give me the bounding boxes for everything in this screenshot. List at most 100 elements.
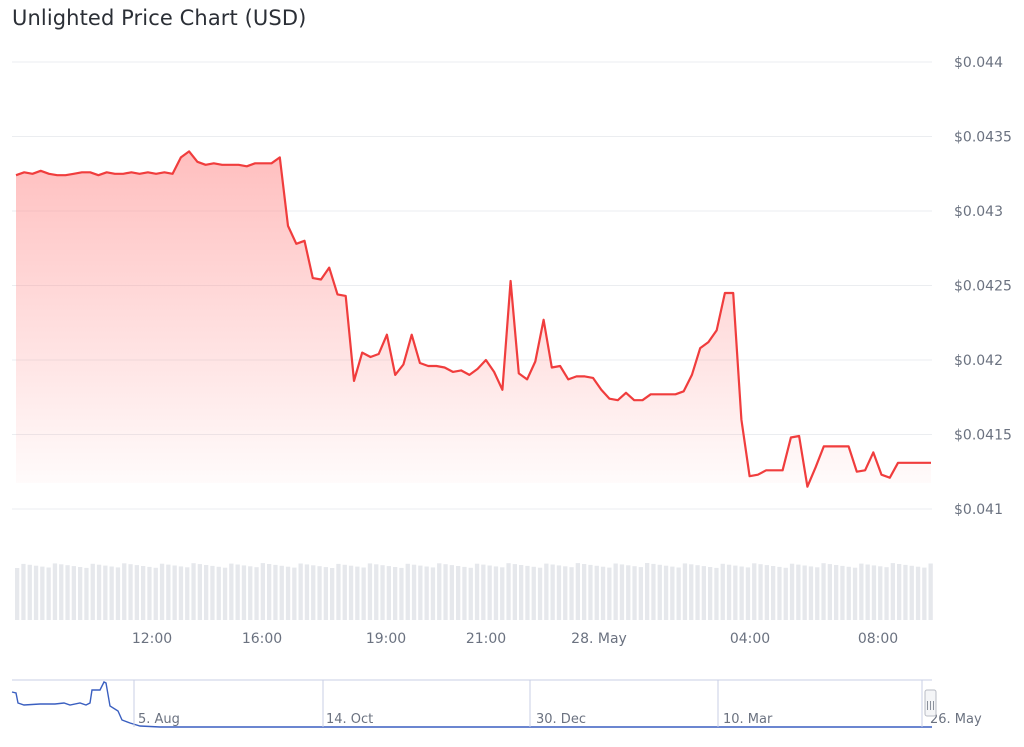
volume-bar — [506, 563, 511, 620]
volume-bar — [248, 566, 253, 620]
volume-bar — [588, 564, 593, 620]
volume-bar — [500, 567, 505, 620]
volume-bar — [46, 567, 51, 620]
x-tick-label: 19:00 — [366, 631, 406, 647]
volume-bar — [437, 563, 442, 620]
volume-bar — [393, 567, 398, 620]
x-tick-label: 16:00 — [242, 631, 282, 647]
volume-bar — [399, 567, 404, 620]
volume-bar — [752, 563, 757, 620]
volume-bar — [241, 565, 247, 620]
volume-bar — [739, 566, 744, 620]
volume-bar — [71, 566, 76, 620]
volume-bar — [330, 568, 335, 620]
volume-bar — [361, 567, 366, 620]
volume-bar — [348, 565, 354, 620]
y-axis: $0.044 $0.0435 $0.043 $0.0425 $0.042 $0.0415 $… — [954, 55, 1012, 518]
volume-bar — [210, 565, 215, 620]
volume-bar — [115, 567, 121, 620]
volume-bar — [487, 565, 492, 620]
volume-bar — [424, 566, 429, 620]
volume-bar — [40, 566, 45, 620]
volume-bar — [815, 567, 820, 620]
volume-bar — [254, 567, 259, 620]
volume-bar — [443, 564, 448, 620]
volume-bar — [342, 564, 347, 620]
volume-bar — [216, 566, 221, 620]
volume-bar — [279, 565, 284, 620]
volume-bar — [600, 566, 606, 620]
volume-bar — [166, 564, 171, 620]
volume-bar — [191, 563, 196, 620]
volume-bar — [726, 564, 732, 620]
volume-bar — [260, 563, 265, 620]
volume-bar — [789, 563, 795, 620]
volume-bar — [632, 566, 637, 620]
volume-bar — [909, 565, 914, 620]
volume-bar — [204, 565, 209, 620]
y-tick-label: $0.0435 — [954, 130, 1012, 146]
volume-bar — [575, 563, 580, 620]
volume-bar — [141, 566, 146, 620]
volume-bar — [537, 567, 543, 620]
volume-bar — [96, 564, 102, 620]
navigator-date-label: 10. Mar — [723, 712, 773, 727]
volume-bar — [103, 565, 108, 620]
volume-bar — [78, 567, 83, 620]
volume-bar — [764, 565, 769, 620]
volume-bar — [745, 567, 751, 620]
volume-bar — [367, 563, 373, 620]
volume-bar — [430, 567, 436, 620]
navigator-date-label: 14. Oct — [326, 712, 373, 727]
volume-bar — [65, 565, 70, 620]
x-axis: 12:00 16:00 19:00 21:00 28. May 04:00 08:00 — [132, 631, 898, 647]
volume-bar — [273, 564, 278, 620]
volume-bar — [462, 566, 467, 620]
price-line[interactable] — [15, 150, 931, 488]
volume-bar — [197, 564, 202, 620]
volume-bar — [613, 563, 618, 620]
volume-bar — [304, 564, 310, 620]
navigator-handle[interactable]: ||| — [924, 689, 937, 717]
volume-bar — [682, 563, 688, 620]
volume-bar — [84, 567, 89, 620]
volume-bar — [298, 563, 303, 620]
volume-bar — [134, 565, 139, 620]
volume-bar — [783, 567, 788, 620]
volume-bar — [840, 565, 845, 620]
x-tick-label: 21:00 — [466, 631, 506, 647]
volume-bar — [556, 565, 562, 620]
y-tick-label: $0.0415 — [954, 428, 1012, 444]
volume-bar — [607, 567, 612, 620]
volume-bar — [657, 564, 662, 620]
volume-bar — [865, 564, 870, 620]
volume-bar — [33, 565, 39, 620]
volume-bar — [374, 564, 379, 620]
volume-bar — [550, 564, 555, 620]
y-tick-label: $0.044 — [954, 55, 1003, 71]
volume-bar — [821, 563, 826, 620]
y-tick-label: $0.043 — [954, 204, 1003, 220]
navigator-series-line — [11, 681, 932, 728]
volume-bar — [689, 564, 694, 620]
handle-grip-icon: ||| — [926, 701, 935, 711]
volume-bar — [405, 563, 410, 620]
volume-bar — [418, 565, 423, 620]
volume-bars — [15, 563, 933, 620]
volume-bar — [758, 564, 763, 620]
volume-bar — [890, 563, 895, 620]
x-tick-label: 08:00 — [858, 631, 898, 647]
volume-bar — [544, 563, 549, 620]
volume-bar — [645, 563, 650, 620]
volume-bar — [481, 564, 486, 620]
volume-bar — [128, 564, 133, 620]
volume-bar — [563, 566, 568, 620]
volume-bar — [21, 563, 26, 620]
volume-bar — [663, 565, 669, 620]
volume-bar — [619, 564, 625, 620]
volume-bar — [695, 565, 700, 620]
volume-bar — [59, 564, 64, 620]
navigator[interactable]: 5. Aug 14. Oct 30. Dec 10. Mar 26. May ||| — [11, 679, 982, 728]
y-tick-label: $0.0425 — [954, 279, 1012, 295]
